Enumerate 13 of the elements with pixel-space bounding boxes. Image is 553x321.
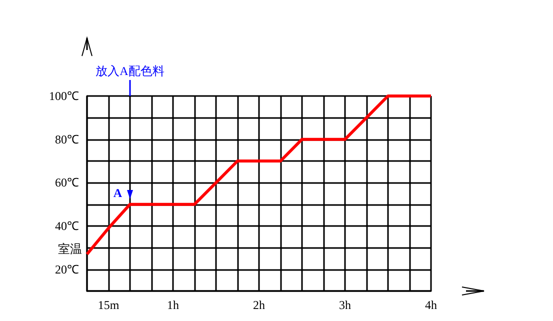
annotation: A <box>113 186 122 200</box>
text: 室温 <box>58 242 82 256</box>
y-tick-label: 40℃ <box>55 219 79 233</box>
text: 放入A配色料 <box>96 64 164 78</box>
x-tick-label: 3h <box>339 298 351 312</box>
y-tick-label: 60℃ <box>55 176 79 190</box>
x-tick-label: 15m <box>98 298 120 312</box>
y-tick-label: 100℃ <box>49 89 79 103</box>
y-tick-label: 20℃ <box>55 262 79 276</box>
y-tick-label: 80℃ <box>55 132 79 146</box>
x-tick-label: 4h <box>425 298 437 312</box>
x-tick-label: 1h <box>167 298 179 312</box>
x-tick-label: 2h <box>253 298 265 312</box>
